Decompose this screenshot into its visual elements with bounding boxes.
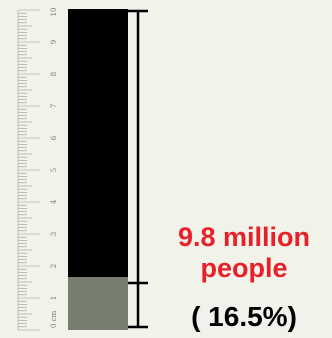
ruler-number: 10: [50, 8, 58, 17]
measuring-ruler: 0 cm 1 2 3 4 5 6 7 8 9 10: [17, 8, 58, 331]
population-amount-label: 9.8 million people: [177, 222, 311, 283]
population-column: [68, 9, 128, 330]
population-percent-label: ( 16.5%): [191, 301, 297, 332]
ruler-number: 4: [50, 199, 58, 204]
ruler-number: 3: [50, 232, 58, 236]
measure-bracket: [128, 9, 148, 329]
ruler-number: 8: [50, 72, 58, 76]
ruler-number: 0 cm: [50, 310, 58, 328]
ruler-number: 6: [50, 135, 58, 140]
ruler-number: 9: [50, 40, 58, 44]
population-share-fill: [68, 277, 128, 330]
ruler-number: 5: [50, 168, 58, 172]
ruler-number: 1: [50, 296, 58, 300]
ruler-number: 7: [50, 104, 58, 108]
ruler-number: 2: [50, 264, 58, 268]
